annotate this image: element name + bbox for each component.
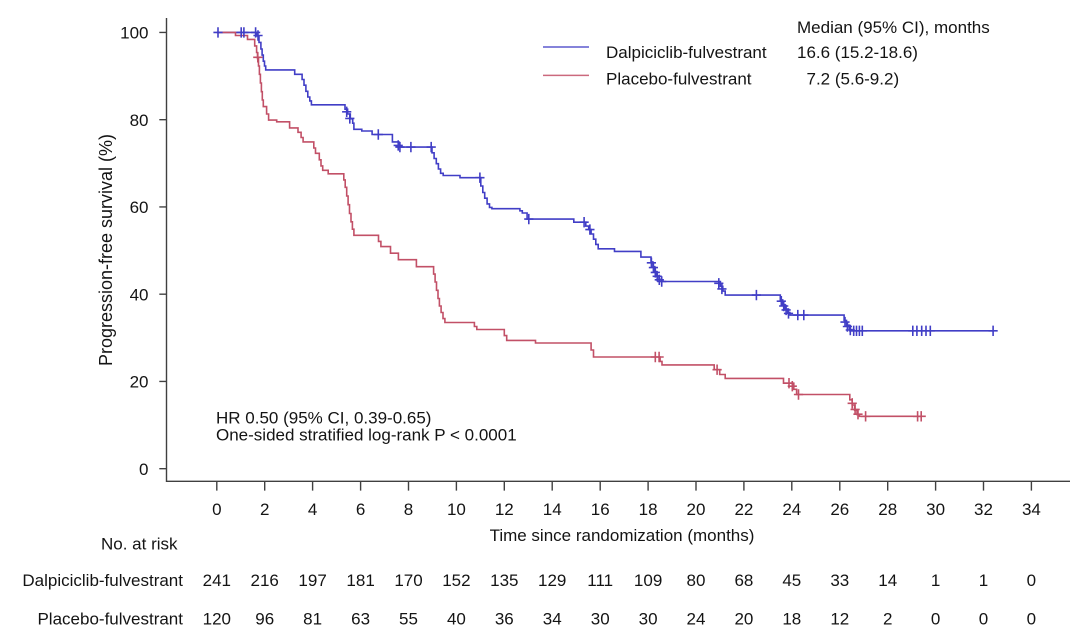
svg-text:12: 12 xyxy=(830,610,849,629)
svg-text:80: 80 xyxy=(687,571,706,590)
svg-text:241: 241 xyxy=(203,571,231,590)
svg-text:45: 45 xyxy=(782,571,801,590)
svg-text:HR 0.50 (95% CI, 0.39-0.65): HR 0.50 (95% CI, 0.39-0.65) xyxy=(216,409,431,428)
svg-text:197: 197 xyxy=(298,571,326,590)
svg-text:0: 0 xyxy=(212,500,221,519)
svg-text:18: 18 xyxy=(782,610,801,629)
svg-text:80: 80 xyxy=(130,111,149,130)
svg-text:7.2 (5.6-9.2): 7.2 (5.6-9.2) xyxy=(807,70,900,89)
svg-text:24: 24 xyxy=(687,610,706,629)
svg-text:109: 109 xyxy=(634,571,662,590)
svg-text:8: 8 xyxy=(404,500,413,519)
svg-text:1: 1 xyxy=(931,571,940,590)
svg-text:14: 14 xyxy=(878,571,897,590)
svg-text:28: 28 xyxy=(878,500,897,519)
svg-text:0: 0 xyxy=(1027,610,1036,629)
svg-text:135: 135 xyxy=(490,571,518,590)
svg-text:40: 40 xyxy=(447,610,466,629)
svg-text:100: 100 xyxy=(120,24,148,43)
svg-text:10: 10 xyxy=(447,500,466,519)
svg-text:Progression-free survival (%): Progression-free survival (%) xyxy=(96,134,116,366)
svg-text:33: 33 xyxy=(830,571,849,590)
svg-text:0: 0 xyxy=(979,610,988,629)
svg-text:55: 55 xyxy=(399,610,418,629)
svg-text:26: 26 xyxy=(830,500,849,519)
svg-text:63: 63 xyxy=(351,610,370,629)
svg-text:No. at risk: No. at risk xyxy=(101,535,178,554)
svg-text:0: 0 xyxy=(931,610,940,629)
svg-text:34: 34 xyxy=(543,610,562,629)
svg-text:30: 30 xyxy=(926,500,945,519)
svg-text:2: 2 xyxy=(883,610,892,629)
svg-text:68: 68 xyxy=(734,571,753,590)
svg-text:2: 2 xyxy=(260,500,269,519)
svg-text:30: 30 xyxy=(591,610,610,629)
svg-text:24: 24 xyxy=(782,500,801,519)
svg-text:16: 16 xyxy=(591,500,610,519)
svg-text:129: 129 xyxy=(538,571,566,590)
svg-text:20: 20 xyxy=(687,500,706,519)
svg-text:40: 40 xyxy=(130,285,149,304)
svg-text:20: 20 xyxy=(734,610,753,629)
svg-text:152: 152 xyxy=(442,571,470,590)
svg-text:20: 20 xyxy=(130,373,149,392)
svg-text:111: 111 xyxy=(587,571,613,590)
svg-text:1: 1 xyxy=(979,571,988,590)
svg-text:Dalpiciclib-fulvestrant: Dalpiciclib-fulvestrant xyxy=(22,571,183,590)
svg-text:4: 4 xyxy=(308,500,317,519)
svg-text:0: 0 xyxy=(1027,571,1036,590)
svg-text:30: 30 xyxy=(639,610,658,629)
svg-text:60: 60 xyxy=(130,198,149,217)
svg-text:Median (95% CI), months: Median (95% CI), months xyxy=(797,18,990,37)
svg-text:Time since randomization (mont: Time since randomization (months) xyxy=(490,526,755,545)
svg-text:216: 216 xyxy=(251,571,279,590)
svg-text:16.6 (15.2-18.6): 16.6 (15.2-18.6) xyxy=(797,43,918,62)
svg-text:Placebo-fulvestrant: Placebo-fulvestrant xyxy=(606,70,752,89)
svg-text:22: 22 xyxy=(734,500,753,519)
svg-text:120: 120 xyxy=(203,610,231,629)
svg-text:18: 18 xyxy=(639,500,658,519)
svg-text:0: 0 xyxy=(139,460,148,479)
svg-text:6: 6 xyxy=(356,500,365,519)
svg-text:181: 181 xyxy=(346,571,374,590)
svg-text:12: 12 xyxy=(495,500,514,519)
svg-text:One-sided stratified log-rank: One-sided stratified log-rank P < 0.0001 xyxy=(216,426,517,445)
svg-text:170: 170 xyxy=(394,571,422,590)
svg-text:Placebo-fulvestrant: Placebo-fulvestrant xyxy=(37,610,183,629)
svg-text:14: 14 xyxy=(543,500,562,519)
svg-text:32: 32 xyxy=(974,500,993,519)
svg-text:34: 34 xyxy=(1022,500,1041,519)
svg-text:Dalpiciclib-fulvestrant: Dalpiciclib-fulvestrant xyxy=(606,43,767,62)
svg-text:36: 36 xyxy=(495,610,514,629)
svg-text:96: 96 xyxy=(255,610,274,629)
svg-text:81: 81 xyxy=(303,610,322,629)
